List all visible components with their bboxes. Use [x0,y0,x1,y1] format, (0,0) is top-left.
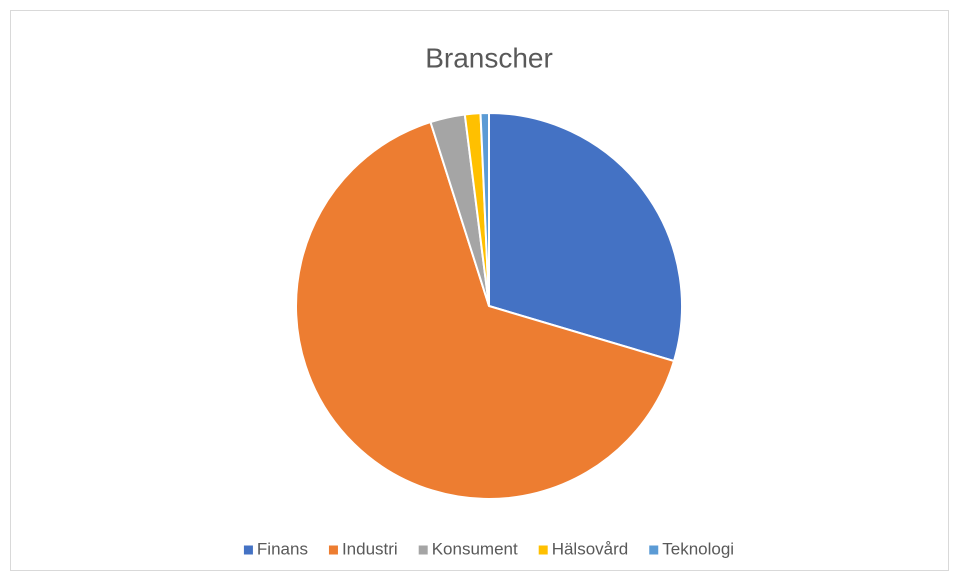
legend-label: Finans [257,539,308,558]
legend-swatch [243,545,253,555]
pie-slice [295,120,676,500]
legend-label: Industri [342,539,398,558]
legend-label: Hälsovård [552,539,629,558]
chart-title: Branscher [425,42,553,73]
legend-label: Teknologi [662,539,734,558]
pie-slice [479,111,490,307]
legend-swatch [538,545,548,555]
legend: Finans Industri Konsument Hälsovård Teknolog… [243,539,734,558]
pie [295,111,683,500]
legend-swatch [649,545,659,555]
legend-swatch [328,545,338,555]
legend-swatch [418,545,428,555]
pie-slice [488,111,683,363]
legend-label: Konsument [432,539,518,558]
